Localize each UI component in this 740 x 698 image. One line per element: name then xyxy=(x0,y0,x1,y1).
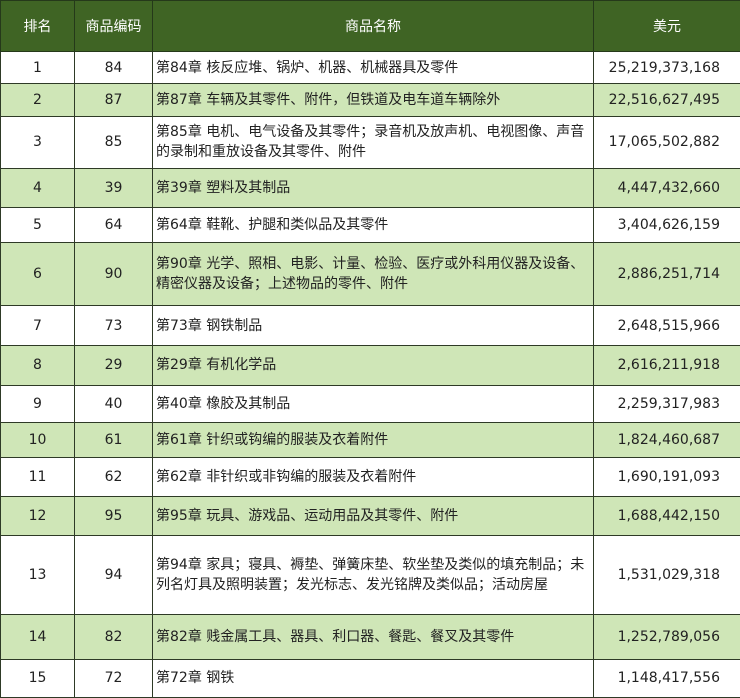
table-row: 9 40 第40章 橡胶及其制品 2,259,317,983 xyxy=(0,385,740,424)
cell-rank: 1 xyxy=(0,50,75,85)
cell-name: 第64章 鞋靴、护腿和类似品及其零件 xyxy=(152,207,594,243)
cell-usd: 22,516,627,495 xyxy=(593,83,740,117)
cell-code: 61 xyxy=(74,422,153,458)
cell-code: 39 xyxy=(74,168,153,209)
cell-code: 94 xyxy=(74,535,153,616)
cell-name: 第85章 电机、电气设备及其零件；录音机及放声机、电视图像、声音的录制和重放设备… xyxy=(152,115,594,170)
cell-name: 第95章 玩具、游戏品、运动用品及其零件、附件 xyxy=(152,496,594,537)
cell-usd: 1,252,789,056 xyxy=(593,614,740,660)
table-row: 11 62 第62章 非针织或非钩编的服装及衣着附件 1,690,191,093 xyxy=(0,456,740,498)
cell-code: 87 xyxy=(74,83,153,117)
cell-code: 40 xyxy=(74,385,153,424)
cell-code: 95 xyxy=(74,496,153,537)
cell-usd: 3,404,626,159 xyxy=(593,207,740,243)
table-row: 8 29 第29章 有机化学品 2,616,211,918 xyxy=(0,344,740,387)
table-row: 7 73 第73章 钢铁制品 2,648,515,966 xyxy=(0,305,740,346)
table-row: 3 85 第85章 电机、电气设备及其零件；录音机及放声机、电视图像、声音的录制… xyxy=(0,115,740,170)
cell-code: 62 xyxy=(74,456,153,498)
cell-name: 第73章 钢铁制品 xyxy=(152,305,594,346)
cell-usd: 1,824,460,687 xyxy=(593,422,740,458)
table-row: 1 84 第84章 核反应堆、锅炉、机器、机械器具及零件 25,219,373,… xyxy=(0,50,740,85)
cell-name: 第61章 针织或钩编的服装及衣着附件 xyxy=(152,422,594,458)
cell-code: 64 xyxy=(74,207,153,243)
cell-usd: 17,065,502,882 xyxy=(593,115,740,170)
cell-name: 第82章 贱金属工具、器具、利口器、餐匙、餐叉及其零件 xyxy=(152,614,594,660)
cell-usd: 2,616,211,918 xyxy=(593,344,740,387)
cell-usd: 25,219,373,168 xyxy=(593,50,740,85)
cell-code: 72 xyxy=(74,658,153,698)
cell-usd: 1,531,029,318 xyxy=(593,535,740,616)
cell-usd: 1,690,191,093 xyxy=(593,456,740,498)
table-row: 5 64 第64章 鞋靴、护腿和类似品及其零件 3,404,626,159 xyxy=(0,207,740,243)
table-row: 2 87 第87章 车辆及其零件、附件，但铁道及电车道车辆除外 22,516,6… xyxy=(0,83,740,117)
table-row: 15 72 第72章 钢铁 1,148,417,556 xyxy=(0,658,740,698)
table-row: 13 94 第94章 家具；寝具、褥垫、弹簧床垫、软坐垫及类似的填充制品；未列名… xyxy=(0,535,740,616)
table-row: 4 39 第39章 塑料及其制品 4,447,432,660 xyxy=(0,168,740,209)
header-row: 排名 商品编码 商品名称 美元 xyxy=(0,0,740,52)
header-usd: 美元 xyxy=(593,0,740,52)
cell-code: 82 xyxy=(74,614,153,660)
cell-name: 第90章 光学、照相、电影、计量、检验、医疗或外科用仪器及设备、精密仪器及设备；… xyxy=(152,241,594,307)
cell-rank: 9 xyxy=(0,385,75,424)
table-row: 10 61 第61章 针织或钩编的服装及衣着附件 1,824,460,687 xyxy=(0,422,740,458)
cell-name: 第39章 塑料及其制品 xyxy=(152,168,594,209)
cell-rank: 7 xyxy=(0,305,75,346)
cell-rank: 3 xyxy=(0,115,75,170)
cell-name: 第84章 核反应堆、锅炉、机器、机械器具及零件 xyxy=(152,50,594,85)
cell-name: 第29章 有机化学品 xyxy=(152,344,594,387)
cell-rank: 2 xyxy=(0,83,75,117)
cell-rank: 14 xyxy=(0,614,75,660)
table-row: 6 90 第90章 光学、照相、电影、计量、检验、医疗或外科用仪器及设备、精密仪… xyxy=(0,241,740,307)
cell-usd: 1,688,442,150 xyxy=(593,496,740,537)
cell-name: 第94章 家具；寝具、褥垫、弹簧床垫、软坐垫及类似的填充制品；未列名灯具及照明装… xyxy=(152,535,594,616)
cell-usd: 2,259,317,983 xyxy=(593,385,740,424)
cell-usd: 4,447,432,660 xyxy=(593,168,740,209)
cell-code: 85 xyxy=(74,115,153,170)
header-rank: 排名 xyxy=(0,0,75,52)
cell-code: 73 xyxy=(74,305,153,346)
cell-code: 90 xyxy=(74,241,153,307)
cell-rank: 5 xyxy=(0,207,75,243)
cell-name: 第72章 钢铁 xyxy=(152,658,594,698)
cell-rank: 13 xyxy=(0,535,75,616)
cell-name: 第62章 非针织或非钩编的服装及衣着附件 xyxy=(152,456,594,498)
cell-name: 第40章 橡胶及其制品 xyxy=(152,385,594,424)
cell-usd: 1,148,417,556 xyxy=(593,658,740,698)
cell-rank: 4 xyxy=(0,168,75,209)
cell-rank: 10 xyxy=(0,422,75,458)
cell-rank: 12 xyxy=(0,496,75,537)
cell-usd: 2,886,251,714 xyxy=(593,241,740,307)
header-code: 商品编码 xyxy=(74,0,153,52)
cell-rank: 11 xyxy=(0,456,75,498)
cell-name: 第87章 车辆及其零件、附件，但铁道及电车道车辆除外 xyxy=(152,83,594,117)
cell-rank: 8 xyxy=(0,344,75,387)
cell-usd: 2,648,515,966 xyxy=(593,305,740,346)
table-row: 12 95 第95章 玩具、游戏品、运动用品及其零件、附件 1,688,442,… xyxy=(0,496,740,537)
table-row: 14 82 第82章 贱金属工具、器具、利口器、餐匙、餐叉及其零件 1,252,… xyxy=(0,614,740,660)
header-name: 商品名称 xyxy=(152,0,594,52)
cell-rank: 6 xyxy=(0,241,75,307)
cell-code: 29 xyxy=(74,344,153,387)
cell-code: 84 xyxy=(74,50,153,85)
cell-rank: 15 xyxy=(0,658,75,698)
